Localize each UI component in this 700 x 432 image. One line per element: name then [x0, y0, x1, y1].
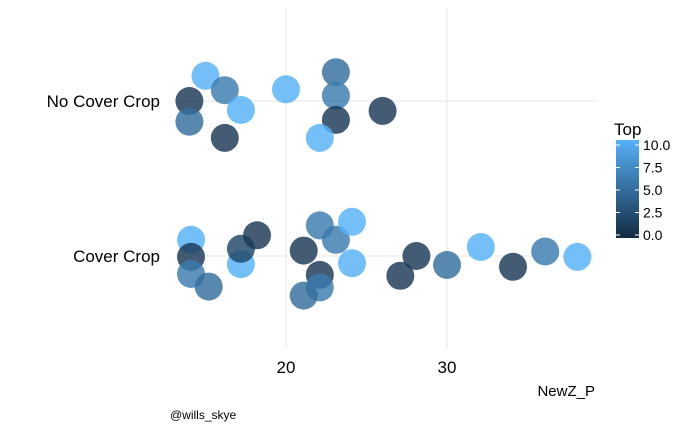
- data-point: [210, 123, 239, 152]
- data-point: [499, 252, 528, 281]
- data-point: [194, 272, 223, 301]
- data-point: [368, 96, 397, 125]
- data-point: [305, 123, 334, 152]
- data-point: [531, 237, 560, 266]
- data-point: [402, 242, 431, 270]
- data-point: [226, 96, 255, 124]
- data-point: [433, 251, 461, 279]
- data-point: [321, 225, 350, 254]
- data-point: [466, 233, 495, 261]
- data-points: [175, 58, 592, 310]
- x-tick-labels: 20 30: [277, 358, 457, 377]
- data-point: [191, 61, 220, 90]
- data-point: [386, 261, 415, 290]
- data-point: [243, 221, 272, 250]
- data-point: [210, 76, 239, 105]
- data-point: [563, 242, 592, 271]
- caption: @wills_skye: [170, 408, 237, 422]
- legend-tick-label: 10.0: [643, 137, 670, 153]
- color-legend: Top 10.0 7.5 5.0 2.5 0.0: [614, 120, 670, 243]
- legend-tick-labels: 10.0 7.5 5.0 2.5 0.0: [616, 137, 670, 243]
- x-tick-label: 30: [438, 358, 457, 377]
- x-axis-title: NewZ_P: [537, 383, 595, 400]
- data-point: [175, 87, 204, 115]
- data-point: [321, 105, 350, 134]
- data-point: [321, 58, 350, 87]
- y-category-labels: No Cover Crop Cover Crop: [47, 92, 160, 266]
- data-point: [321, 81, 350, 110]
- y-category-label: No Cover Crop: [47, 92, 160, 111]
- data-point: [338, 207, 367, 236]
- legend-tick-label: 2.5: [643, 205, 663, 221]
- legend-tick-label: 5.0: [643, 182, 663, 198]
- x-tick-label: 20: [277, 358, 296, 377]
- y-category-label: Cover Crop: [73, 247, 160, 266]
- grid-lines: [175, 8, 595, 348]
- legend-title: Top: [614, 120, 641, 139]
- data-point: [175, 107, 204, 136]
- data-point: [338, 249, 367, 278]
- data-point: [272, 75, 300, 104]
- legend-colorbar: [616, 140, 639, 238]
- legend-tick-label: 0.0: [643, 227, 663, 243]
- legend-tick-label: 7.5: [643, 160, 663, 176]
- data-point: [289, 281, 318, 310]
- data-point: [289, 236, 318, 265]
